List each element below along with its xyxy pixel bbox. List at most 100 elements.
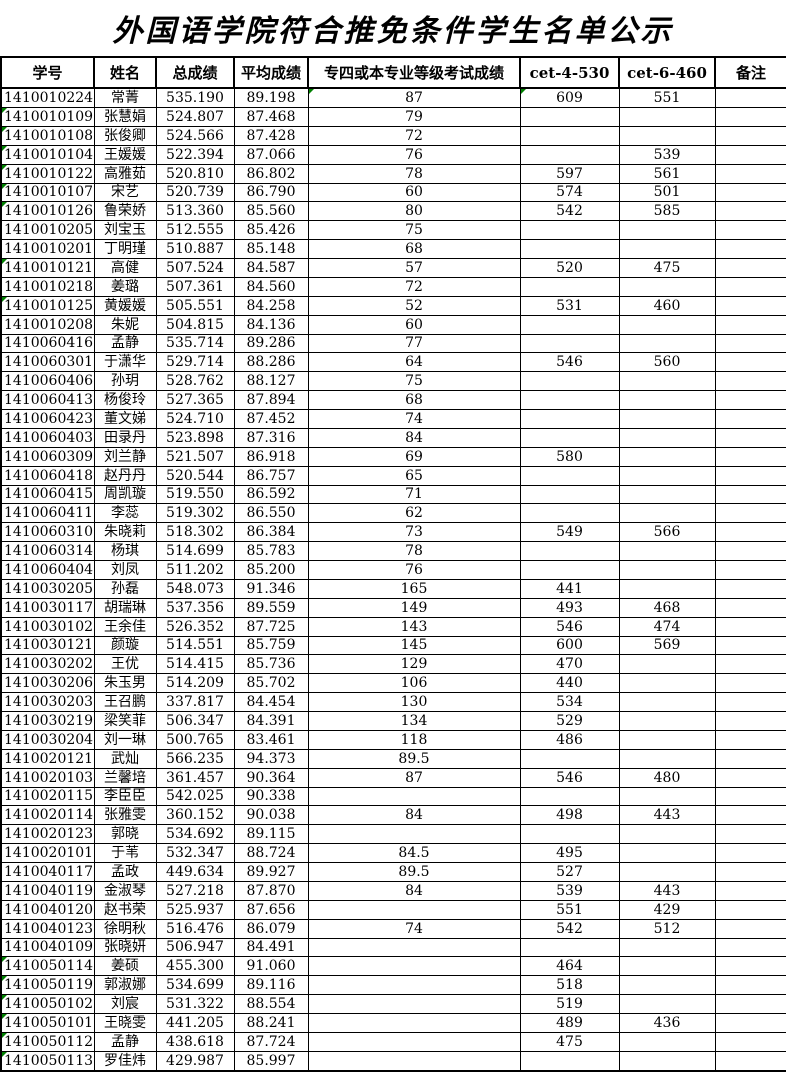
tem4-score-cell[interactable]: 84 (307, 880, 521, 901)
remarks-cell[interactable] (714, 144, 786, 165)
name-cell[interactable]: 鲁荣娇 (93, 201, 157, 222)
col-header-name[interactable]: 姓名 (93, 56, 157, 89)
average-score-cell[interactable]: 88.286 (233, 352, 309, 373)
average-score-cell[interactable]: 91.346 (233, 578, 309, 599)
total-score-cell[interactable]: 429.987 (155, 1050, 235, 1072)
student-id-cell[interactable]: 1410050101 (0, 1013, 95, 1033)
average-score-cell[interactable]: 83.461 (233, 729, 309, 750)
name-cell[interactable]: 朱妮 (93, 314, 157, 335)
remarks-cell[interactable] (714, 522, 786, 543)
cet6-score-cell[interactable] (618, 994, 716, 1014)
cet4-score-cell[interactable]: 546 (519, 352, 620, 373)
name-cell[interactable]: 于苇 (93, 843, 157, 863)
cet6-score-cell[interactable] (618, 692, 716, 712)
tem4-score-cell[interactable] (307, 1031, 521, 1052)
cet4-score-cell[interactable]: 498 (519, 805, 620, 826)
total-score-cell[interactable]: 528.762 (155, 371, 235, 392)
total-score-cell[interactable]: 514.209 (155, 673, 235, 694)
name-cell[interactable]: 胡瑞琳 (93, 597, 157, 618)
cet4-score-cell[interactable] (519, 484, 620, 505)
total-score-cell[interactable]: 519.302 (155, 503, 235, 524)
name-cell[interactable]: 郭晓 (93, 824, 157, 845)
cet6-score-cell[interactable] (618, 843, 716, 863)
cet6-score-cell[interactable] (618, 786, 716, 807)
average-score-cell[interactable]: 85.702 (233, 673, 309, 694)
total-score-cell[interactable]: 507.524 (155, 258, 235, 278)
cet4-score-cell[interactable]: 600 (519, 635, 620, 656)
student-id-cell[interactable]: 1410010109 (0, 107, 95, 127)
name-cell[interactable]: 张俊卿 (93, 125, 157, 146)
student-id-cell[interactable]: 1410050119 (0, 975, 95, 996)
cet4-score-cell[interactable]: 542 (519, 918, 620, 939)
average-score-cell[interactable]: 88.127 (233, 371, 309, 392)
cet6-score-cell[interactable] (618, 729, 716, 750)
remarks-cell[interactable] (714, 295, 786, 316)
cet6-score-cell[interactable] (618, 711, 716, 731)
cet6-score-cell[interactable] (618, 446, 716, 467)
remarks-cell[interactable] (714, 1031, 786, 1052)
remarks-cell[interactable] (714, 201, 786, 222)
student-id-cell[interactable]: 1410010126 (0, 201, 95, 222)
cet6-score-cell[interactable]: 551 (618, 87, 716, 108)
name-cell[interactable]: 颜璇 (93, 635, 157, 656)
cet6-score-cell[interactable]: 443 (618, 880, 716, 901)
cet4-score-cell[interactable]: 520 (519, 258, 620, 278)
tem4-score-cell[interactable] (307, 994, 521, 1014)
cet6-score-cell[interactable] (618, 937, 716, 958)
name-cell[interactable]: 黄媛媛 (93, 295, 157, 316)
name-cell[interactable]: 孟政 (93, 862, 157, 882)
name-cell[interactable]: 罗佳炜 (93, 1050, 157, 1072)
tem4-score-cell[interactable]: 149 (307, 597, 521, 618)
student-id-cell[interactable]: 1410030121 (0, 635, 95, 656)
average-score-cell[interactable]: 87.428 (233, 125, 309, 146)
name-cell[interactable]: 张慧娟 (93, 107, 157, 127)
cet4-score-cell[interactable]: 470 (519, 654, 620, 675)
total-score-cell[interactable]: 337.817 (155, 692, 235, 712)
cet6-score-cell[interactable] (618, 333, 716, 354)
name-cell[interactable]: 孟静 (93, 333, 157, 354)
cet6-score-cell[interactable] (618, 220, 716, 241)
average-score-cell[interactable]: 87.452 (233, 409, 309, 429)
remarks-cell[interactable] (714, 880, 786, 901)
total-score-cell[interactable]: 441.205 (155, 1013, 235, 1033)
tem4-score-cell[interactable]: 72 (307, 276, 521, 297)
total-score-cell[interactable]: 525.937 (155, 899, 235, 920)
remarks-cell[interactable] (714, 673, 786, 694)
name-cell[interactable]: 赵书荣 (93, 899, 157, 920)
name-cell[interactable]: 王优 (93, 654, 157, 675)
tem4-score-cell[interactable]: 84.5 (307, 843, 521, 863)
name-cell[interactable]: 王媛媛 (93, 144, 157, 165)
total-score-cell[interactable]: 510.887 (155, 239, 235, 259)
average-score-cell[interactable]: 86.384 (233, 522, 309, 543)
average-score-cell[interactable]: 85.997 (233, 1050, 309, 1072)
cet4-score-cell[interactable]: 518 (519, 975, 620, 996)
cet4-score-cell[interactable]: 597 (519, 163, 620, 184)
cet4-score-cell[interactable] (519, 107, 620, 127)
tem4-score-cell[interactable]: 84 (307, 805, 521, 826)
cet4-score-cell[interactable]: 441 (519, 578, 620, 599)
name-cell[interactable]: 高健 (93, 258, 157, 278)
name-cell[interactable]: 徐明秋 (93, 918, 157, 939)
average-score-cell[interactable]: 84.587 (233, 258, 309, 278)
total-score-cell[interactable]: 519.550 (155, 484, 235, 505)
cet4-score-cell[interactable]: 475 (519, 1031, 620, 1052)
student-id-cell[interactable]: 1410050112 (0, 1031, 95, 1052)
tem4-score-cell[interactable]: 76 (307, 560, 521, 580)
tem4-score-cell[interactable]: 129 (307, 654, 521, 675)
student-id-cell[interactable]: 1410010107 (0, 182, 95, 203)
name-cell[interactable]: 丁明瑾 (93, 239, 157, 259)
cet4-score-cell[interactable]: 440 (519, 673, 620, 694)
cet4-score-cell[interactable] (519, 503, 620, 524)
total-score-cell[interactable]: 521.507 (155, 446, 235, 467)
average-score-cell[interactable]: 88.241 (233, 1013, 309, 1033)
average-score-cell[interactable]: 86.550 (233, 503, 309, 524)
cet6-score-cell[interactable] (618, 484, 716, 505)
average-score-cell[interactable]: 84.258 (233, 295, 309, 316)
tem4-score-cell[interactable] (307, 899, 521, 920)
total-score-cell[interactable]: 520.810 (155, 163, 235, 184)
cet6-score-cell[interactable]: 539 (618, 144, 716, 165)
tem4-score-cell[interactable]: 60 (307, 182, 521, 203)
total-score-cell[interactable]: 526.352 (155, 616, 235, 637)
tem4-score-cell[interactable]: 71 (307, 484, 521, 505)
cet6-score-cell[interactable]: 585 (618, 201, 716, 222)
